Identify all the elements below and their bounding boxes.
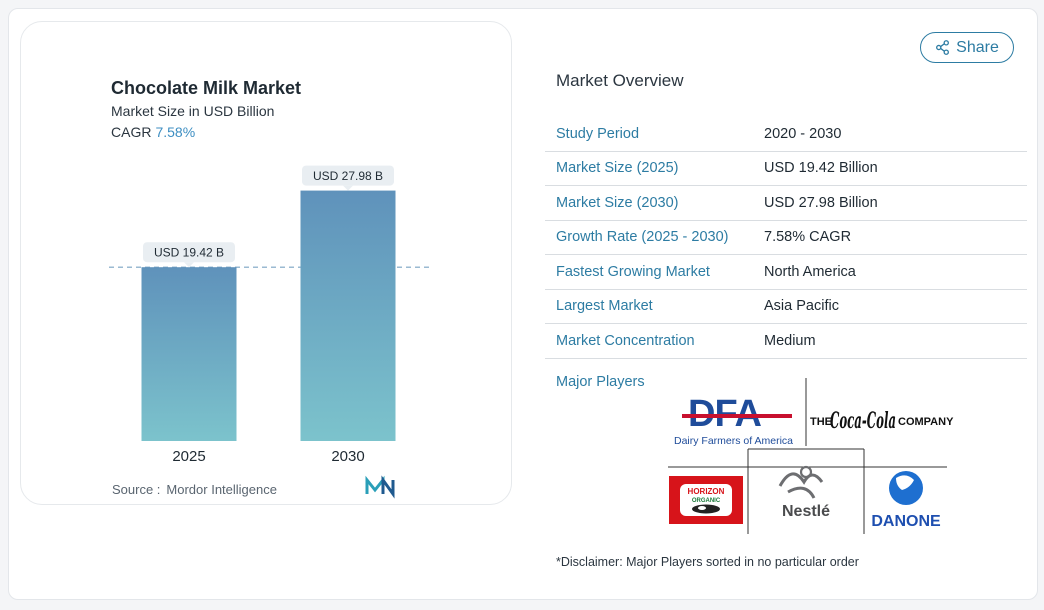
major-players-label: Major Players — [556, 374, 645, 390]
cagr-value: 7.58% — [155, 124, 196, 140]
overview-row: Growth Rate (2025 - 2030) 7.58% CAGR — [545, 221, 1027, 255]
chart-source: Source : Mordor Intelligence — [112, 482, 277, 497]
svg-text:HORIZON: HORIZON — [688, 487, 725, 496]
svg-text:COMPANY: COMPANY — [898, 416, 954, 428]
source-label: Source : — [112, 482, 161, 497]
bar-chart: USD 19.42 B 2025 USD 27.98 B 2030 — [109, 165, 431, 499]
data-label: USD 19.42 B — [154, 246, 224, 260]
chart-card: USD 19.42 B 2025 USD 27.98 B 2030 Chocolate… — [20, 21, 512, 505]
coca-cola-logo: THE Coca-Cola COMPANY — [810, 408, 954, 434]
overview-row: Market Size (2025) USD 19.42 Billion — [545, 152, 1027, 186]
overview-value: Medium — [764, 332, 816, 349]
major-players-logos: DFA Dairy Farmers of America THE Coca-Co… — [668, 378, 954, 534]
overview-row: Study Period 2020 - 2030 — [545, 117, 1027, 152]
chart-title: Chocolate Milk Market — [111, 78, 302, 98]
overview-key: Fastest Growing Market — [556, 263, 710, 280]
dfa-logo: DFA Dairy Farmers of America — [674, 393, 793, 447]
overview-key: Study Period — [556, 125, 640, 142]
source-value: Mordor Intelligence — [166, 482, 277, 497]
svg-text:ORGANIC: ORGANIC — [692, 498, 721, 504]
x-tick-label: 2025 — [172, 448, 205, 465]
share-button[interactable]: Share — [920, 32, 1014, 63]
data-label-bg — [143, 242, 235, 263]
svg-text:DANONE: DANONE — [871, 513, 941, 530]
cagr-label: CAGR — [111, 124, 152, 140]
svg-text:Dairy Farmers of America: Dairy Farmers of America — [674, 435, 793, 447]
data-label-bg — [302, 165, 394, 186]
overview-title: Market Overview — [556, 71, 684, 90]
svg-text:Nestlé: Nestlé — [782, 503, 830, 520]
overview-value: 2020 - 2030 — [764, 125, 842, 142]
chart-cagr: CAGR 7.58% — [111, 124, 195, 140]
data-label-pointer — [343, 185, 353, 191]
x-tick-label: 2030 — [331, 448, 364, 465]
overview-value: USD 27.98 Billion — [764, 194, 878, 211]
data-label: USD 27.98 B — [313, 169, 383, 183]
mordor-intelligence-logo — [365, 475, 395, 499]
overview-row: Market Size (2030) USD 27.98 Billion — [545, 186, 1027, 221]
overview-key: Growth Rate (2025 - 2030) — [556, 229, 729, 246]
overview-value: USD 19.42 Billion — [764, 160, 878, 177]
overview-key: Market Size (2030) — [556, 194, 679, 211]
overview-value: Asia Pacific — [764, 298, 839, 315]
bar-2025 — [141, 267, 237, 441]
nestle-logo: Nestlé — [778, 465, 830, 520]
overview-key: Market Concentration — [556, 332, 695, 349]
chart-subtitle: Market Size in USD Billion — [111, 103, 275, 119]
overview-row: Fastest Growing Market North America — [545, 255, 1027, 290]
danone-logo: DANONE — [871, 471, 941, 530]
overview-table: Study Period 2020 - 2030 Market Size (2025… — [545, 117, 1027, 359]
svg-text:THE: THE — [810, 416, 832, 428]
overview-key: Largest Market — [556, 298, 653, 315]
overview-key: Market Size (2025) — [556, 160, 679, 177]
overview-row: Market Concentration Medium — [545, 324, 1027, 359]
svg-text:Coca-Cola: Coca-Cola — [830, 408, 896, 434]
players-disclaimer: *Disclaimer: Major Players sorted in no … — [556, 555, 859, 569]
horizon-logo: HORIZON ORGANIC — [669, 476, 743, 524]
overview-row: Largest Market Asia Pacific — [545, 290, 1027, 324]
bar-2030 — [300, 190, 396, 441]
overview-value: North America — [764, 263, 856, 280]
share-icon — [936, 40, 950, 55]
overview-value: 7.58% CAGR — [764, 229, 852, 246]
share-label: Share — [956, 38, 999, 56]
data-label-pointer — [184, 262, 194, 268]
